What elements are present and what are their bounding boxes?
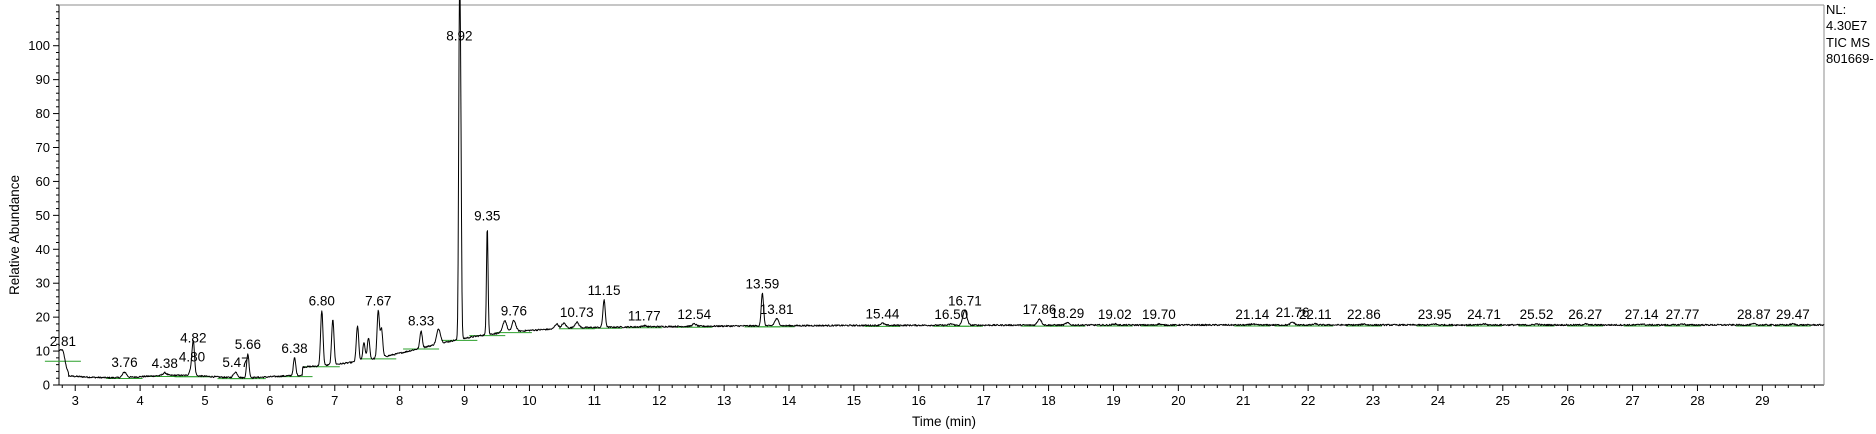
peak-label: 12.54: [677, 307, 711, 322]
peak-label: 7.67: [365, 293, 391, 308]
peak-label: 4.38: [152, 356, 178, 371]
y-tick-label: 0: [43, 378, 50, 393]
x-tick-label: 17: [976, 393, 990, 408]
peak-label: 22.11: [1299, 307, 1332, 322]
x-tick-label: 24: [1431, 393, 1445, 408]
peak-label: 13.59: [746, 276, 780, 291]
nl-label: NL:: [1826, 2, 1846, 17]
peak-label: 17.86: [1023, 302, 1057, 317]
peak-label: 8.92: [446, 29, 472, 44]
x-tick-label: 4: [136, 393, 143, 408]
x-tick-label: 25: [1496, 393, 1510, 408]
file-name: 801669-: [1826, 51, 1874, 66]
y-axis-ticks: 0 10 20 30 40 50 60 70 80 90 100: [28, 4, 59, 393]
peak-label: 15.44: [866, 306, 900, 321]
peak-label: 25.52: [1520, 307, 1554, 322]
plot-frame: [58, 4, 1825, 386]
peak-label: 8.33: [408, 314, 434, 329]
x-tick-label: 29: [1755, 393, 1769, 408]
peak-label: 19.02: [1098, 307, 1132, 322]
x-tick-label: 21: [1236, 393, 1250, 408]
peak-label: 29.47: [1776, 307, 1810, 322]
x-tick-label: 20: [1171, 393, 1185, 408]
x-tick-label: 15: [847, 393, 861, 408]
x-tick-label: 13: [717, 393, 731, 408]
peak-label: 21.14: [1235, 307, 1269, 322]
peak-label: 26.27: [1568, 307, 1602, 322]
peak-label: 4.82: [180, 331, 206, 346]
y-axis-title: Relative Abundance: [7, 175, 22, 295]
trace-name: TIC MS: [1826, 35, 1870, 50]
baseline-marks: [44, 325, 1811, 380]
nl-value: 4.30E7: [1826, 18, 1867, 33]
peak-label: 23.95: [1418, 307, 1452, 322]
peak-label: 16.71: [948, 293, 982, 308]
y-tick-label: 100: [28, 38, 50, 53]
x-tick-label: 22: [1301, 393, 1315, 408]
x-tick-label: 10: [522, 393, 536, 408]
y-tick-label: 60: [36, 174, 50, 189]
peak-label: 9.76: [501, 304, 527, 319]
peak-label: 2.81: [50, 334, 76, 349]
peak-label: 19.70: [1142, 307, 1176, 322]
peak-label: 11.15: [588, 283, 621, 298]
x-tick-label: 23: [1366, 393, 1380, 408]
peak-label: 22.86: [1347, 307, 1381, 322]
y-tick-label: 80: [36, 106, 50, 121]
peak-label: 28.87: [1737, 307, 1771, 322]
y-tick-label: 10: [36, 344, 50, 359]
peak-label: 27.14: [1625, 307, 1659, 322]
x-tick-label: 16: [912, 393, 926, 408]
x-tick-label: 8: [396, 393, 403, 408]
peak-label: 5.66: [235, 337, 261, 352]
y-tick-label: 70: [36, 140, 50, 155]
x-tick-label: 18: [1041, 393, 1055, 408]
y-tick-label: 40: [36, 242, 50, 257]
peak-label: 3.76: [111, 355, 137, 370]
peak-label: 5.47: [222, 355, 248, 370]
y-tick-label: 50: [36, 208, 50, 223]
peak-labels: 2.81 3.76 4.38 4.80 4.82 5.47 5.66 6.38 6.80 7.67…: [50, 29, 1810, 371]
x-tick-label: 3: [72, 393, 79, 408]
peak-label: 24.71: [1467, 307, 1501, 322]
x-tick-label: 6: [266, 393, 273, 408]
peak-label: 9.35: [474, 209, 500, 224]
x-tick-label: 7: [331, 393, 338, 408]
x-tick-label: 26: [1560, 393, 1574, 408]
peak-label: 13.81: [760, 302, 794, 317]
peak-label: 21.76: [1276, 305, 1310, 320]
x-tick-label: 11: [588, 393, 602, 408]
peak-label: 4.80: [179, 349, 205, 364]
y-tick-label: 20: [36, 310, 50, 325]
peak-label: 6.80: [309, 293, 335, 308]
peak-label: 11.77: [628, 309, 661, 324]
info-box: NL: 4.30E7 TIC MS 801669-: [1826, 2, 1874, 66]
peak-label: 16.50: [934, 307, 968, 322]
x-tick-label: 9: [461, 393, 468, 408]
x-tick-label: 5: [201, 393, 208, 408]
x-axis-ticks: 3 4 5 6 7 8 9 10 11 12 13 14 15 16 17 18 19 20 21 22 23 24 25 2…: [61, 385, 1815, 408]
peak-label: 18.29: [1050, 306, 1084, 321]
x-tick-label: 19: [1106, 393, 1120, 408]
x-tick-label: 12: [652, 393, 666, 408]
x-tick-label: 28: [1690, 393, 1704, 408]
y-tick-label: 90: [36, 72, 50, 87]
peak-label: 6.38: [281, 341, 307, 356]
tic-trace-line: [58, 0, 1825, 379]
peak-label: 27.77: [1666, 307, 1700, 322]
y-tick-label: 30: [36, 276, 50, 291]
x-axis-title: Time (min): [912, 414, 976, 429]
x-tick-label: 14: [782, 393, 796, 408]
x-tick-label: 27: [1625, 393, 1639, 408]
peak-label: 10.73: [560, 305, 594, 320]
